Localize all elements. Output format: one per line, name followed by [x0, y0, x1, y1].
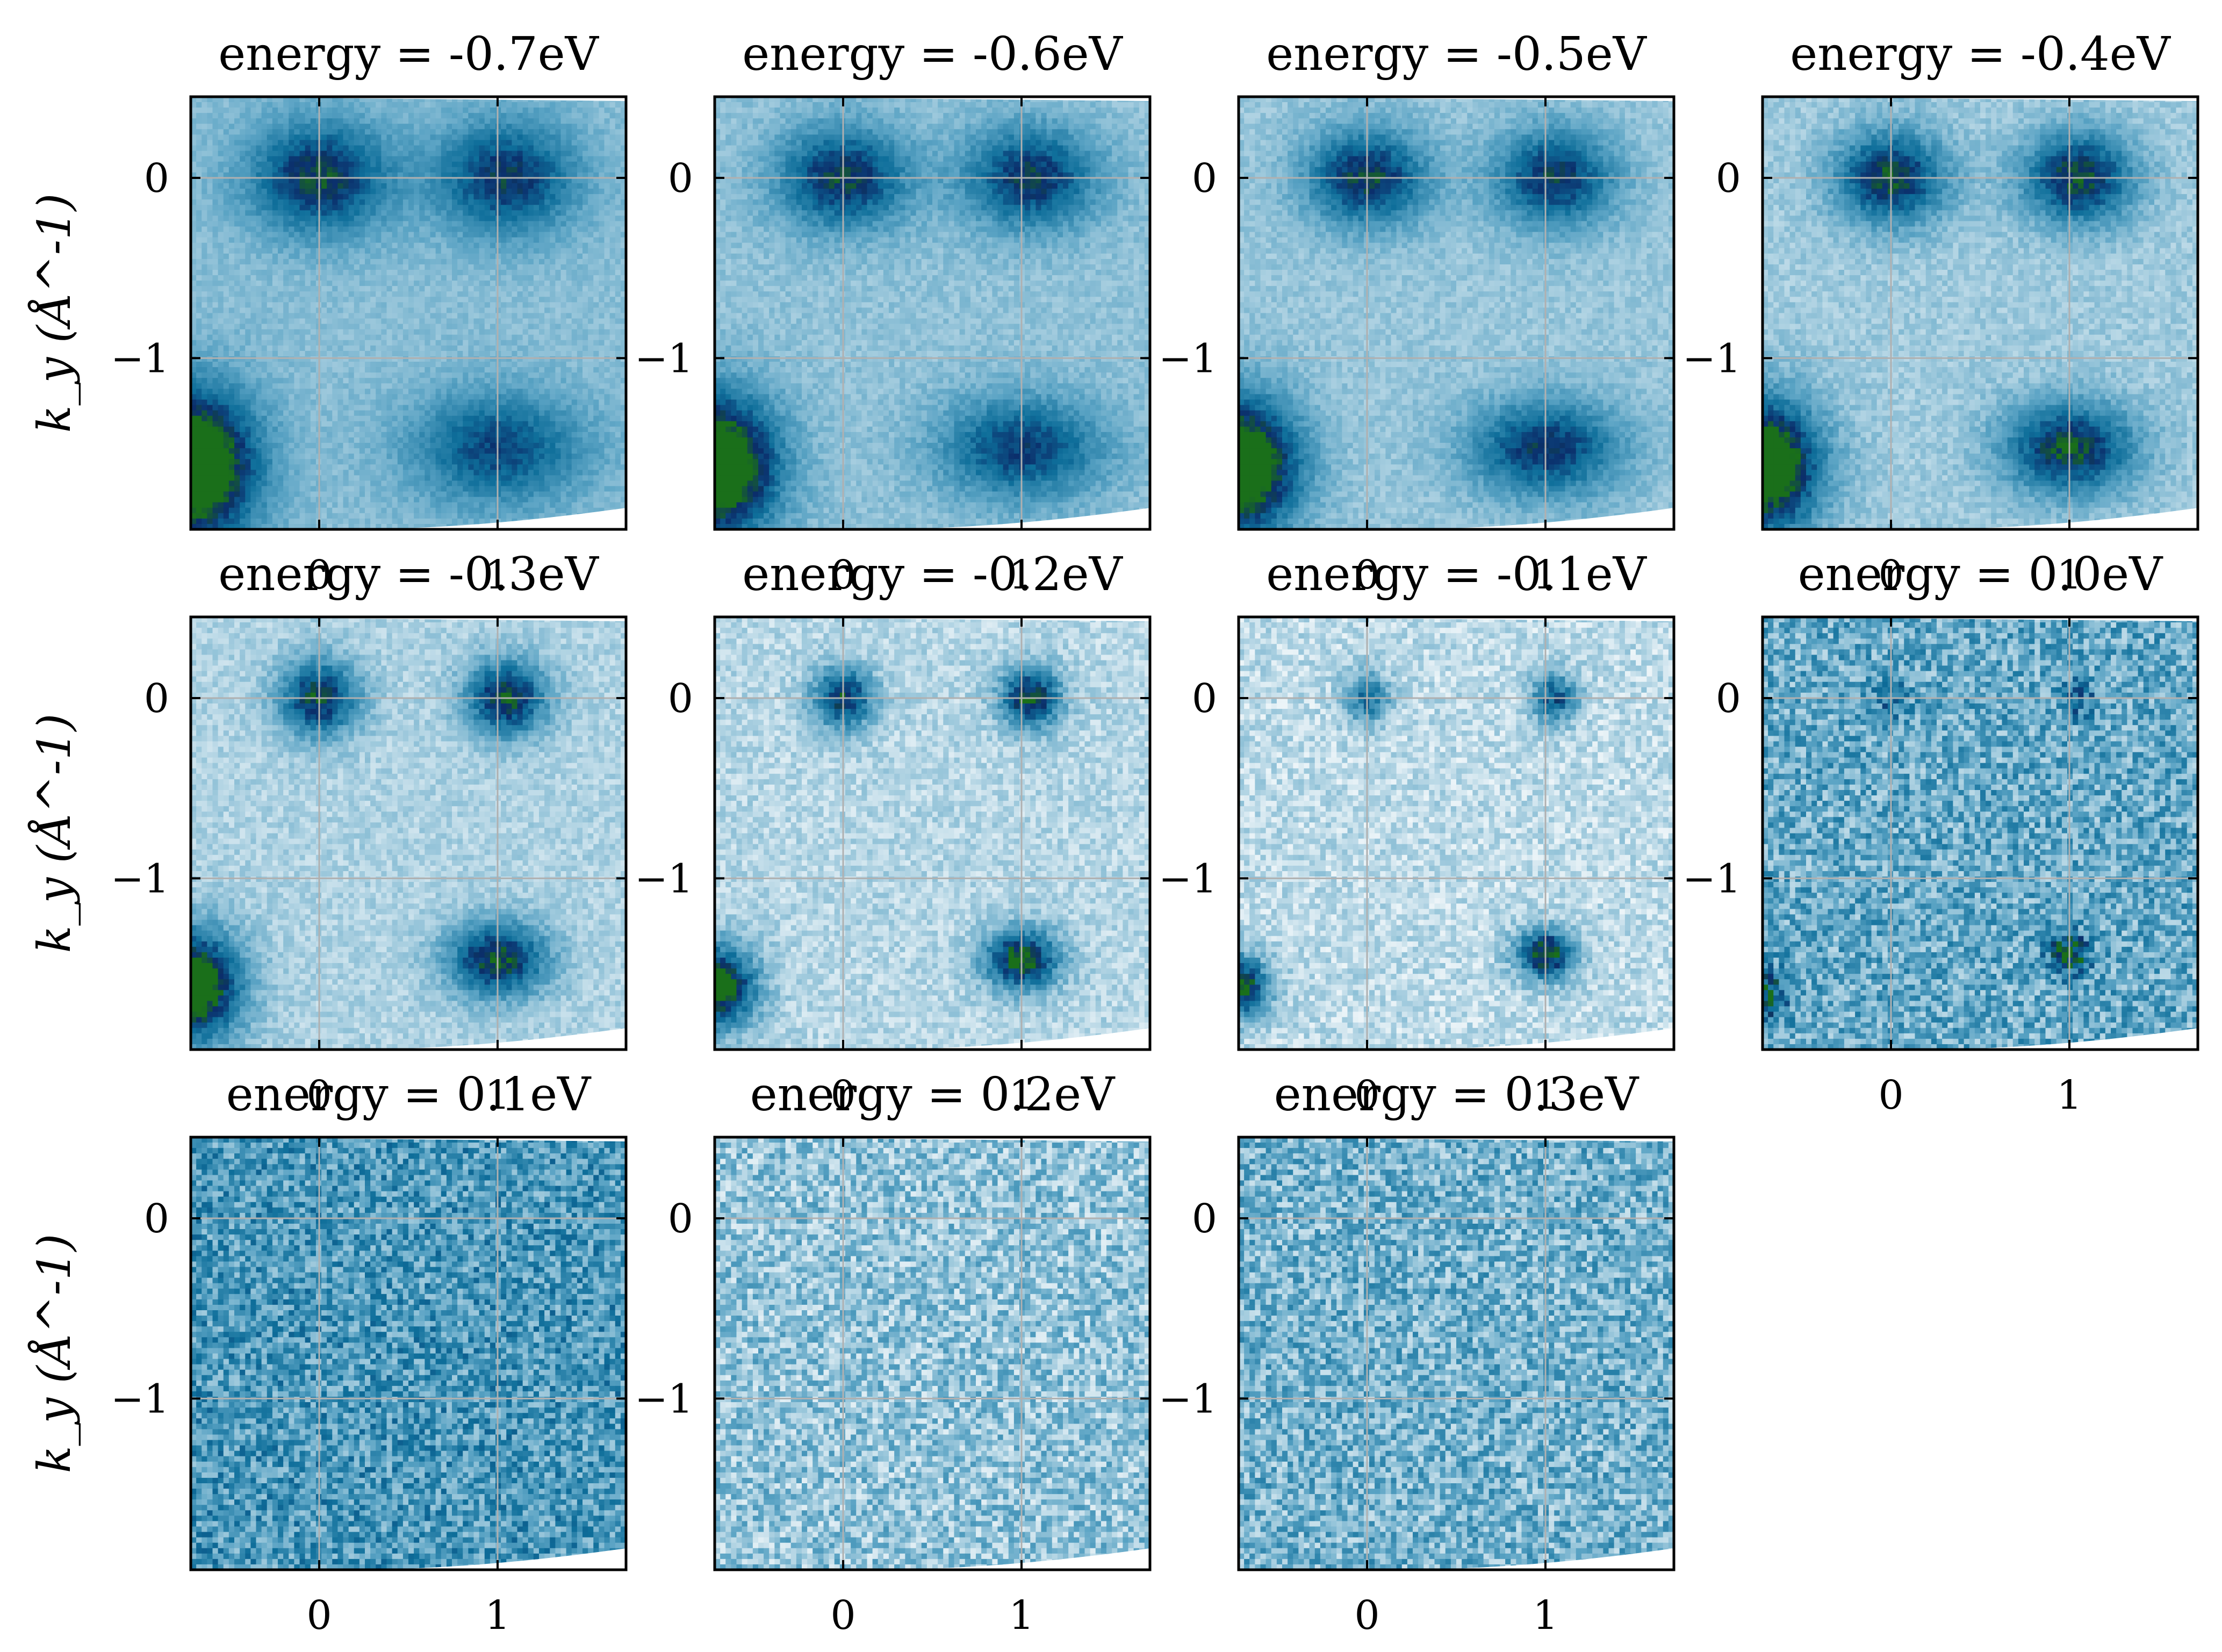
y-tick-label: 0 — [1192, 155, 1217, 202]
panel-title: energy = 0.1eV — [226, 1068, 592, 1122]
heatmap-image — [191, 617, 627, 1050]
x-tick-label: 1 — [1533, 1592, 1558, 1639]
y-tick-label: −1 — [1682, 335, 1741, 382]
panel-title: energy = 0.0eV — [1798, 548, 2163, 601]
panel-title: energy = 0.2eV — [750, 1068, 1116, 1122]
y-tick-label: −1 — [635, 335, 693, 382]
y-tick-label: 0 — [668, 676, 693, 722]
x-tick-label: 0 — [306, 1592, 332, 1639]
panel-8: energy = 0.1eV 0 1 0 −1 k_y (Å^-1) — [27, 1068, 627, 1639]
x-tick-label: 1 — [2056, 1072, 2082, 1118]
y-axis-label: k_y (Å^-1) — [27, 714, 81, 953]
y-tick-label: 0 — [668, 155, 693, 202]
y-tick-label: 0 — [1716, 155, 1741, 202]
panel-title: energy = 0.3eV — [1274, 1068, 1639, 1122]
heatmap-image — [715, 617, 1150, 1050]
y-tick-label: 0 — [1192, 1196, 1217, 1242]
y-tick-label: −1 — [1682, 856, 1741, 902]
y-tick-label: 0 — [144, 676, 169, 722]
heatmap-image — [191, 1137, 627, 1570]
panel-title: energy = -0.1eV — [1266, 548, 1647, 601]
y-tick-label: 0 — [144, 1196, 169, 1242]
heatmap-image — [1239, 617, 1674, 1050]
y-tick-label: −1 — [635, 1376, 693, 1422]
y-tick-label: 0 — [144, 155, 169, 202]
heatmap-image — [715, 1137, 1150, 1570]
y-tick-label: −1 — [1159, 856, 1217, 902]
x-tick-label: 0 — [830, 1592, 855, 1639]
x-tick-label: 0 — [1354, 1592, 1379, 1639]
y-tick-label: −1 — [1159, 335, 1217, 382]
y-tick-label: −1 — [111, 856, 169, 902]
y-tick-label: 0 — [668, 1196, 693, 1242]
y-tick-label: 0 — [1192, 676, 1217, 722]
heatmap-image — [1239, 1137, 1674, 1570]
heatmap-image — [1239, 97, 1674, 530]
y-tick-label: −1 — [111, 1376, 169, 1422]
y-axis-label: k_y (Å^-1) — [27, 1234, 81, 1473]
panel-10: energy = 0.3eV 0 1 0 −1 — [1159, 1068, 1674, 1639]
panel-title: energy = -0.7eV — [218, 27, 599, 81]
heatmap-image — [191, 97, 627, 530]
y-tick-label: 0 — [1716, 676, 1741, 722]
y-tick-label: −1 — [635, 856, 693, 902]
panel-title: energy = -0.6eV — [742, 27, 1123, 81]
heatmap-image — [1763, 97, 2198, 530]
y-axis-label: k_y (Å^-1) — [27, 193, 81, 433]
panel-title: energy = -0.2eV — [742, 548, 1123, 601]
y-tick-label: −1 — [1159, 1376, 1217, 1422]
panel-title: energy = -0.3eV — [218, 548, 599, 601]
x-tick-label: 0 — [1878, 1072, 1903, 1118]
panel-title: energy = -0.4eV — [1790, 27, 2171, 81]
heatmap-image — [1763, 617, 2198, 1050]
panel-9: energy = 0.2eV 0 1 0 −1 — [635, 1068, 1150, 1639]
panel-7: energy = 0.0eV 0 1 0 −1 — [1682, 548, 2198, 1118]
x-tick-label: 1 — [485, 1592, 510, 1639]
y-tick-label: −1 — [111, 335, 169, 382]
heatmap-image — [715, 97, 1150, 530]
x-tick-label: 1 — [1009, 1592, 1034, 1639]
panel-title: energy = -0.5eV — [1266, 27, 1647, 81]
